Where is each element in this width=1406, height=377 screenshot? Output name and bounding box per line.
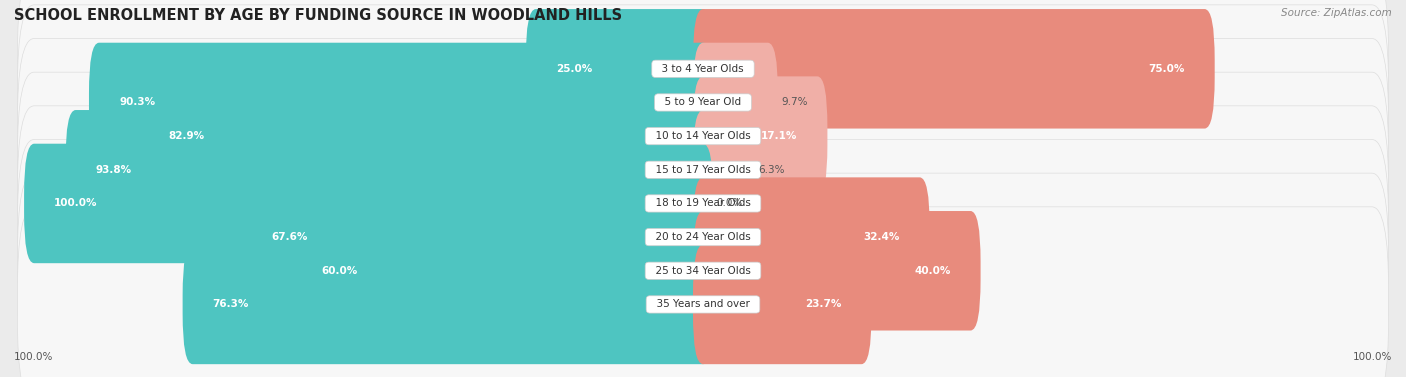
FancyBboxPatch shape <box>240 177 713 297</box>
Text: 0.0%: 0.0% <box>717 198 742 208</box>
Text: 18 to 19 Year Olds: 18 to 19 Year Olds <box>648 198 758 208</box>
Text: 25.0%: 25.0% <box>555 64 592 74</box>
FancyBboxPatch shape <box>693 211 980 331</box>
Text: 82.9%: 82.9% <box>169 131 205 141</box>
FancyBboxPatch shape <box>17 0 1389 166</box>
Text: 75.0%: 75.0% <box>1149 64 1185 74</box>
FancyBboxPatch shape <box>291 211 713 331</box>
Text: 10 to 14 Year Olds: 10 to 14 Year Olds <box>650 131 756 141</box>
Text: 32.4%: 32.4% <box>863 232 900 242</box>
FancyBboxPatch shape <box>24 144 713 263</box>
FancyBboxPatch shape <box>693 177 929 297</box>
FancyBboxPatch shape <box>138 77 713 196</box>
FancyBboxPatch shape <box>693 110 755 230</box>
FancyBboxPatch shape <box>526 9 713 129</box>
FancyBboxPatch shape <box>17 72 1389 267</box>
FancyBboxPatch shape <box>17 38 1389 234</box>
Text: 9.7%: 9.7% <box>782 98 808 107</box>
Text: SCHOOL ENROLLMENT BY AGE BY FUNDING SOURCE IN WOODLAND HILLS: SCHOOL ENROLLMENT BY AGE BY FUNDING SOUR… <box>14 8 623 23</box>
FancyBboxPatch shape <box>17 139 1389 335</box>
FancyBboxPatch shape <box>183 245 713 364</box>
Text: 90.3%: 90.3% <box>120 98 155 107</box>
Text: 17.1%: 17.1% <box>761 131 797 141</box>
Text: 93.8%: 93.8% <box>96 165 132 175</box>
Text: 20 to 24 Year Olds: 20 to 24 Year Olds <box>650 232 756 242</box>
FancyBboxPatch shape <box>693 9 1215 129</box>
Text: 100.0%: 100.0% <box>1353 352 1392 362</box>
FancyBboxPatch shape <box>693 77 827 196</box>
Text: 15 to 17 Year Olds: 15 to 17 Year Olds <box>648 165 758 175</box>
Text: 100.0%: 100.0% <box>55 198 97 208</box>
FancyBboxPatch shape <box>693 43 778 162</box>
Text: 5 to 9 Year Old: 5 to 9 Year Old <box>658 98 748 107</box>
Text: 60.0%: 60.0% <box>322 266 359 276</box>
FancyBboxPatch shape <box>17 207 1389 377</box>
FancyBboxPatch shape <box>693 245 872 364</box>
FancyBboxPatch shape <box>89 43 713 162</box>
Text: 35 Years and over: 35 Years and over <box>650 299 756 310</box>
FancyBboxPatch shape <box>17 5 1389 200</box>
Text: 25 to 34 Year Olds: 25 to 34 Year Olds <box>648 266 758 276</box>
Text: 100.0%: 100.0% <box>14 352 53 362</box>
FancyBboxPatch shape <box>66 110 713 230</box>
Text: 3 to 4 Year Olds: 3 to 4 Year Olds <box>655 64 751 74</box>
FancyBboxPatch shape <box>17 173 1389 368</box>
Text: 23.7%: 23.7% <box>806 299 841 310</box>
Text: 6.3%: 6.3% <box>758 165 785 175</box>
Text: Source: ZipAtlas.com: Source: ZipAtlas.com <box>1281 8 1392 18</box>
Text: 67.6%: 67.6% <box>271 232 308 242</box>
Text: 40.0%: 40.0% <box>914 266 950 276</box>
FancyBboxPatch shape <box>17 106 1389 301</box>
Text: 76.3%: 76.3% <box>212 299 249 310</box>
